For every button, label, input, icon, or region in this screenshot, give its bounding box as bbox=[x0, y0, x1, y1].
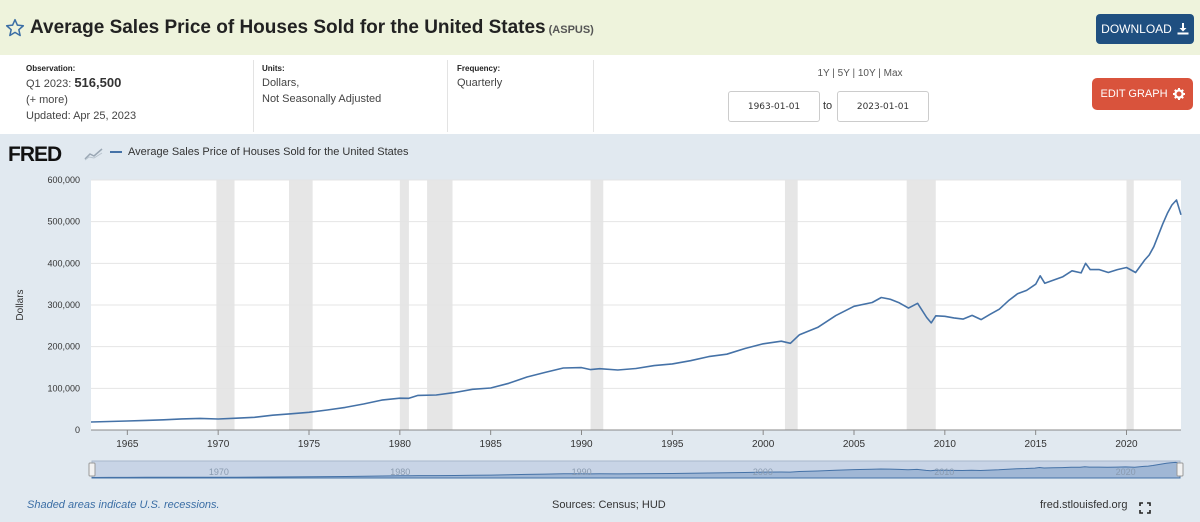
series-line bbox=[90, 199, 1182, 423]
updated-text: Updated: Apr 25, 2023 bbox=[26, 110, 137, 122]
x-tick-label: 1965 bbox=[116, 439, 139, 450]
to-label: to bbox=[823, 100, 833, 112]
y-tick-label: 600,000 bbox=[47, 175, 80, 185]
range-10y[interactable]: 10Y bbox=[857, 68, 876, 79]
range-1y[interactable]: 1Y bbox=[817, 68, 830, 79]
gear-icon bbox=[1172, 88, 1185, 100]
fullscreen-icon[interactable] bbox=[1139, 502, 1151, 514]
frequency-value: Quarterly bbox=[457, 77, 503, 89]
legend: Average Sales Price of Houses Sold for t… bbox=[110, 146, 408, 158]
info-strip: Observation: Q1 2023: 516,500 (+ more) U… bbox=[0, 55, 1200, 134]
observation-line: Q1 2023: 516,500 bbox=[26, 75, 136, 92]
navigator-label: 1980 bbox=[390, 467, 410, 477]
download-icon bbox=[1177, 23, 1189, 35]
navigator-handle-right[interactable] bbox=[1176, 462, 1184, 477]
chart-svg: 0 100,000 200,000 300,000 400,000 500,000 600,… bbox=[15, 175, 1184, 479]
edit-graph-label: EDIT GRAPH bbox=[1100, 88, 1168, 100]
navigator-label: 2010 bbox=[934, 467, 954, 477]
end-date-input[interactable]: 2023-01-01 bbox=[837, 91, 929, 122]
y-tick-label: 200,000 bbox=[47, 342, 80, 352]
frequency-label: Frequency: bbox=[457, 64, 501, 73]
edit-graph-button[interactable]: EDIT GRAPH bbox=[1092, 78, 1193, 110]
recession-note: Shaded areas indicate U.S. recessions. bbox=[27, 499, 220, 511]
chart-area: 0 100,000 200,000 300,000 400,000 500,000 600,… bbox=[0, 134, 1200, 522]
range-buttons: 1Y | 5Y | 10Y | Max bbox=[817, 68, 903, 79]
page-title-text: Average Sales Price of Houses Sold for t… bbox=[30, 17, 546, 38]
frequency-block: Frequency: Quarterly bbox=[457, 63, 502, 91]
page-title: Average Sales Price of Houses Sold for t… bbox=[30, 17, 594, 39]
navigator-series-area bbox=[91, 461, 1181, 479]
x-tick-label: 2020 bbox=[1115, 439, 1138, 450]
series-id: (ASPUS) bbox=[548, 24, 594, 36]
x-tick-label: 2005 bbox=[843, 439, 866, 450]
x-tick-label: 2015 bbox=[1025, 439, 1048, 450]
x-tick-label: 1980 bbox=[389, 439, 412, 450]
fred-logo[interactable]: FRED bbox=[8, 143, 62, 166]
range-max[interactable]: Max bbox=[883, 68, 903, 79]
y-axis-label: Dollars bbox=[15, 289, 26, 320]
navigator-label: 2020 bbox=[1116, 467, 1136, 477]
divider bbox=[593, 60, 594, 132]
divider bbox=[253, 60, 254, 132]
units-line1: Dollars, bbox=[262, 77, 300, 89]
sources-text: Sources: Census; HUD bbox=[552, 499, 666, 511]
x-tick-label: 1975 bbox=[298, 439, 321, 450]
start-date-input[interactable]: 1963-01-01 bbox=[728, 91, 820, 122]
divider bbox=[447, 60, 448, 132]
legend-label: Average Sales Price of Houses Sold for t… bbox=[128, 146, 409, 158]
navigator-handle-left[interactable] bbox=[88, 462, 96, 477]
range-5y[interactable]: 5Y bbox=[837, 68, 850, 79]
download-button[interactable]: DOWNLOAD bbox=[1096, 14, 1194, 44]
units-line2: Not Seasonally Adjusted bbox=[262, 93, 382, 105]
y-tick-label: 0 bbox=[75, 425, 80, 435]
navigator-label: 2000 bbox=[753, 467, 773, 477]
observation-period: Q1 2023: bbox=[26, 78, 72, 90]
y-tick-label: 500,000 bbox=[47, 217, 80, 227]
x-tick-label: 2010 bbox=[934, 439, 957, 450]
download-label: DOWNLOAD bbox=[1101, 22, 1172, 36]
site-link[interactable]: fred.stlouisfed.org bbox=[1040, 499, 1128, 511]
observation-block: Observation: Q1 2023: 516,500 (+ more) U… bbox=[26, 63, 136, 124]
units-label: Units: bbox=[262, 64, 285, 73]
y-tick-label: 300,000 bbox=[47, 300, 80, 310]
x-tick-label: 1990 bbox=[570, 439, 593, 450]
more-link[interactable]: (+ more) bbox=[26, 94, 68, 106]
star-icon[interactable] bbox=[5, 18, 25, 38]
y-tick-label: 100,000 bbox=[47, 383, 80, 393]
header-bar: Average Sales Price of Houses Sold for t… bbox=[0, 0, 1200, 55]
x-tick-label: 1995 bbox=[661, 439, 684, 450]
navigator-label: 1970 bbox=[209, 467, 229, 477]
observation-label: Observation: bbox=[26, 64, 76, 73]
units-block: Units: Dollars, Not Seasonally Adjusted bbox=[262, 63, 381, 107]
x-tick-label: 1985 bbox=[480, 439, 503, 450]
fred-chart-icon bbox=[84, 148, 103, 161]
observation-value: 516,500 bbox=[74, 75, 122, 90]
legend-swatch bbox=[110, 151, 122, 153]
x-tick-label: 1970 bbox=[207, 439, 230, 450]
navigator-label: 1990 bbox=[572, 467, 592, 477]
x-tick-label: 2000 bbox=[752, 439, 775, 450]
y-tick-label: 400,000 bbox=[47, 258, 80, 268]
